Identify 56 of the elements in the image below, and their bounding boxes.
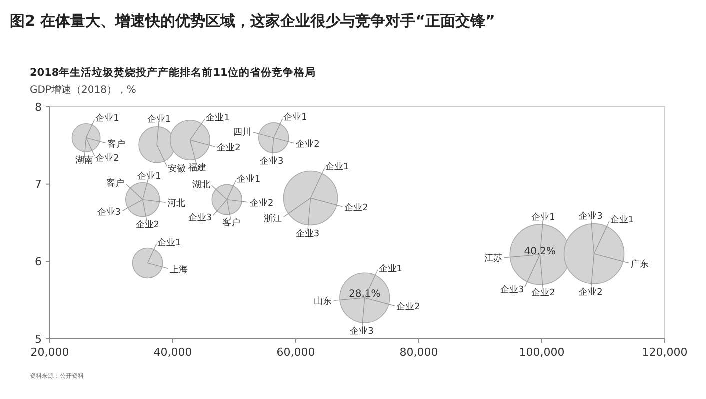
- annotation: 企业1: [610, 214, 634, 226]
- annotation: 福建: [188, 162, 206, 174]
- annotation: 企业2: [296, 139, 320, 150]
- y-tick-label: 7: [35, 178, 42, 192]
- annotation: 企业1: [326, 162, 350, 173]
- chart-title: 图2 在体量大、增速快的优势区域，这家企业很少与竞争对手“正面交锋”: [10, 12, 496, 30]
- annotation: 40.2%: [524, 246, 556, 258]
- annotation: 企业1: [158, 238, 182, 249]
- y-tick-label: 8: [35, 100, 42, 114]
- annotation: 企业2: [344, 202, 368, 214]
- annotation: 广东: [630, 258, 649, 270]
- annotation: 企业3: [350, 326, 374, 337]
- annotation: 企业1: [284, 112, 308, 124]
- annotation: 企业2: [579, 286, 603, 298]
- annotation: 企业3: [500, 284, 524, 296]
- y-tick-label: 6: [35, 256, 42, 269]
- annotation: 湖北: [192, 179, 210, 190]
- annotation: 企业2: [217, 142, 241, 154]
- annotation: 湖南: [75, 155, 94, 166]
- chart-subtitle: 2018年生活垃圾焚烧投产产能排名前11位的省份竞争格局: [30, 66, 316, 79]
- annotation: 企业2: [396, 302, 420, 313]
- annotation: 客户: [222, 218, 241, 229]
- x-tick-label: 60,000: [276, 346, 316, 359]
- annotation: 企业2: [136, 219, 160, 230]
- annotation: 28.1%: [348, 288, 381, 300]
- annotation: 企业2: [532, 288, 556, 299]
- annotation: 企业2: [96, 153, 120, 164]
- annotation: 客户: [108, 138, 126, 150]
- annotation: 浙江: [264, 213, 282, 224]
- y-axis-title: GDP增速（2018），%: [30, 84, 136, 96]
- x-tick-label: 80,000: [400, 346, 438, 359]
- y-tick-label: 5: [35, 332, 42, 346]
- x-tick-label: 120,000: [642, 346, 688, 359]
- annotation: 企业1: [236, 174, 261, 186]
- annotation: 企业1: [532, 212, 556, 223]
- annotation: 企业2: [250, 198, 274, 209]
- annotation: 客户: [106, 178, 125, 189]
- annotation: 四川: [234, 127, 252, 138]
- x-tick-label: 20,000: [30, 346, 70, 359]
- annotation: 企业3: [97, 207, 122, 218]
- annotation: 安徽: [168, 164, 186, 175]
- annotation: 企业3: [296, 228, 320, 240]
- x-tick-label: 100,000: [519, 346, 565, 359]
- annotation: 企业1: [147, 114, 172, 126]
- annotation: 企业3: [260, 156, 284, 167]
- annotation: 企业1: [137, 170, 162, 182]
- annotation: 企业1: [206, 112, 230, 124]
- annotation: 山东: [314, 296, 332, 308]
- annotation: 企业3: [188, 212, 212, 224]
- annotation: 江苏: [484, 253, 502, 264]
- annotation: 河北: [168, 198, 186, 209]
- x-tick-label: 40,000: [154, 346, 192, 359]
- annotation: 企业3: [579, 211, 603, 222]
- annotation: 上海: [170, 264, 188, 276]
- annotation: 企业1: [378, 263, 403, 274]
- annotation: 企业1: [96, 113, 120, 124]
